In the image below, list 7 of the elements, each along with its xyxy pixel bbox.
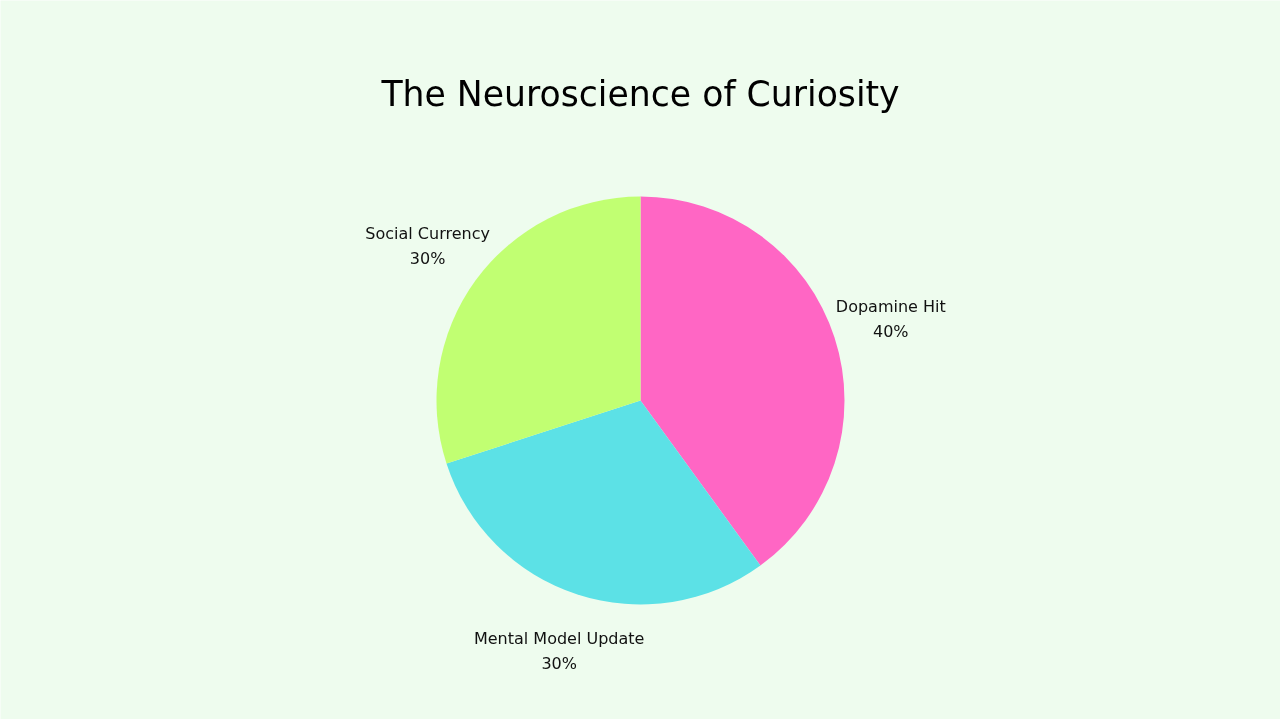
slice-label: Social Currency (365, 224, 490, 244)
slice-label: Mental Model Update (473, 629, 645, 649)
slice-label: Dopamine Hit (835, 297, 946, 317)
data-label: 40% (873, 321, 909, 341)
chart-title: The Neuroscience of Curiosity (380, 73, 900, 114)
data-label: 30% (409, 248, 446, 268)
data-label: 30% (541, 653, 577, 673)
